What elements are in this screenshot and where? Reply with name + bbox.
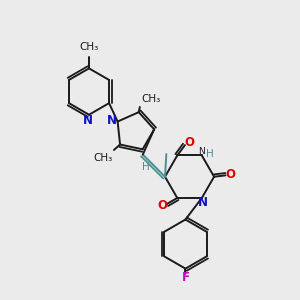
Text: O: O [157, 199, 167, 212]
Text: CH₃: CH₃ [93, 153, 112, 163]
Text: N: N [107, 114, 117, 127]
Text: H: H [142, 162, 150, 172]
Text: O: O [185, 136, 195, 149]
Text: N: N [82, 114, 93, 127]
Text: O: O [226, 168, 236, 181]
Text: N: N [198, 196, 208, 209]
Text: H: H [206, 149, 213, 159]
Text: CH₃: CH₃ [80, 42, 99, 52]
Text: F: F [182, 271, 190, 284]
Text: CH₃: CH₃ [141, 94, 160, 104]
Text: N: N [198, 147, 205, 156]
